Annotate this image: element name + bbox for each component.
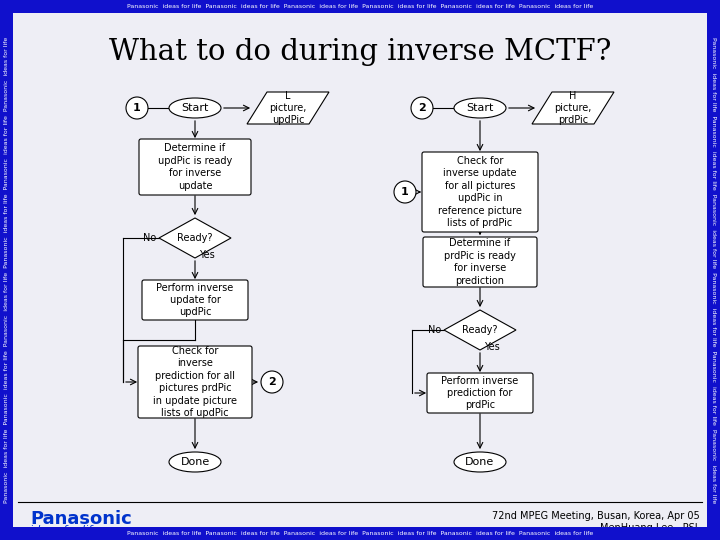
Text: Yes: Yes	[484, 342, 500, 352]
Text: 2: 2	[418, 103, 426, 113]
Ellipse shape	[169, 98, 221, 118]
Text: Determine if
prdPic is ready
for inverse
prediction: Determine if prdPic is ready for inverse…	[444, 238, 516, 286]
FancyBboxPatch shape	[422, 152, 538, 232]
Text: Panasonic: Panasonic	[30, 510, 132, 528]
Text: Determine if
updPic is ready
for inverse
update: Determine if updPic is ready for inverse…	[158, 144, 232, 191]
Text: No: No	[428, 325, 441, 335]
Polygon shape	[532, 92, 614, 124]
Circle shape	[126, 97, 148, 119]
Polygon shape	[247, 92, 329, 124]
Circle shape	[411, 97, 433, 119]
Text: Panasonic  ideas for life  Panasonic  ideas for life  Panasonic  ideas for life : Panasonic ideas for life Panasonic ideas…	[127, 531, 593, 536]
Text: Panasonic  ideas for life  Panasonic  ideas for life  Panasonic  ideas for life : Panasonic ideas for life Panasonic ideas…	[4, 37, 9, 503]
Circle shape	[261, 371, 283, 393]
Ellipse shape	[454, 452, 506, 472]
FancyBboxPatch shape	[138, 346, 252, 418]
FancyBboxPatch shape	[427, 373, 533, 413]
Ellipse shape	[454, 98, 506, 118]
Text: MenHuang Lee , PSL: MenHuang Lee , PSL	[600, 523, 700, 533]
Text: 1: 1	[133, 103, 141, 113]
Ellipse shape	[169, 452, 221, 472]
Text: Panasonic  ideas for life  Panasonic  ideas for life  Panasonic  ideas for life : Panasonic ideas for life Panasonic ideas…	[127, 4, 593, 9]
Text: Ready?: Ready?	[177, 233, 212, 243]
FancyBboxPatch shape	[142, 280, 248, 320]
Polygon shape	[159, 218, 231, 258]
Text: Done: Done	[181, 457, 210, 467]
Text: Start: Start	[467, 103, 494, 113]
Polygon shape	[444, 310, 516, 350]
Text: Ready?: Ready?	[462, 325, 498, 335]
Bar	[0, 0, 720, 13]
Text: 2: 2	[268, 377, 276, 387]
Text: What to do during inverse MCTF?: What to do during inverse MCTF?	[109, 38, 611, 66]
Text: Panasonic  ideas for life  Panasonic  ideas for life  Panasonic  ideas for life : Panasonic ideas for life Panasonic ideas…	[711, 37, 716, 503]
FancyBboxPatch shape	[139, 139, 251, 195]
Bar	[707, 0, 720, 540]
Text: ideas for life: ideas for life	[30, 525, 99, 535]
Text: Perform inverse
prediction for
prdPic: Perform inverse prediction for prdPic	[441, 376, 518, 410]
Text: 72nd MPEG Meeting, Busan, Korea, Apr 05: 72nd MPEG Meeting, Busan, Korea, Apr 05	[492, 511, 700, 521]
Text: L
picture,
updPic: L picture, updPic	[269, 91, 307, 125]
Text: Done: Done	[465, 457, 495, 467]
FancyBboxPatch shape	[10, 10, 710, 530]
Text: Check for
inverse update
for all pictures
updPic in
reference picture
lists of p: Check for inverse update for all picture…	[438, 156, 522, 228]
Text: Check for
inverse
prediction for all
pictures prdPic
in update picture
lists of : Check for inverse prediction for all pic…	[153, 346, 237, 418]
Bar	[0, 0, 13, 540]
Text: H
picture,
prdPic: H picture, prdPic	[554, 91, 592, 125]
Text: Perform inverse
update for
updPic: Perform inverse update for updPic	[156, 282, 233, 318]
Bar	[0, 527, 720, 540]
Text: No: No	[143, 233, 156, 243]
FancyBboxPatch shape	[423, 237, 537, 287]
Text: 1: 1	[401, 187, 409, 197]
Text: Start: Start	[181, 103, 209, 113]
Circle shape	[394, 181, 416, 203]
Text: Yes: Yes	[199, 250, 215, 260]
